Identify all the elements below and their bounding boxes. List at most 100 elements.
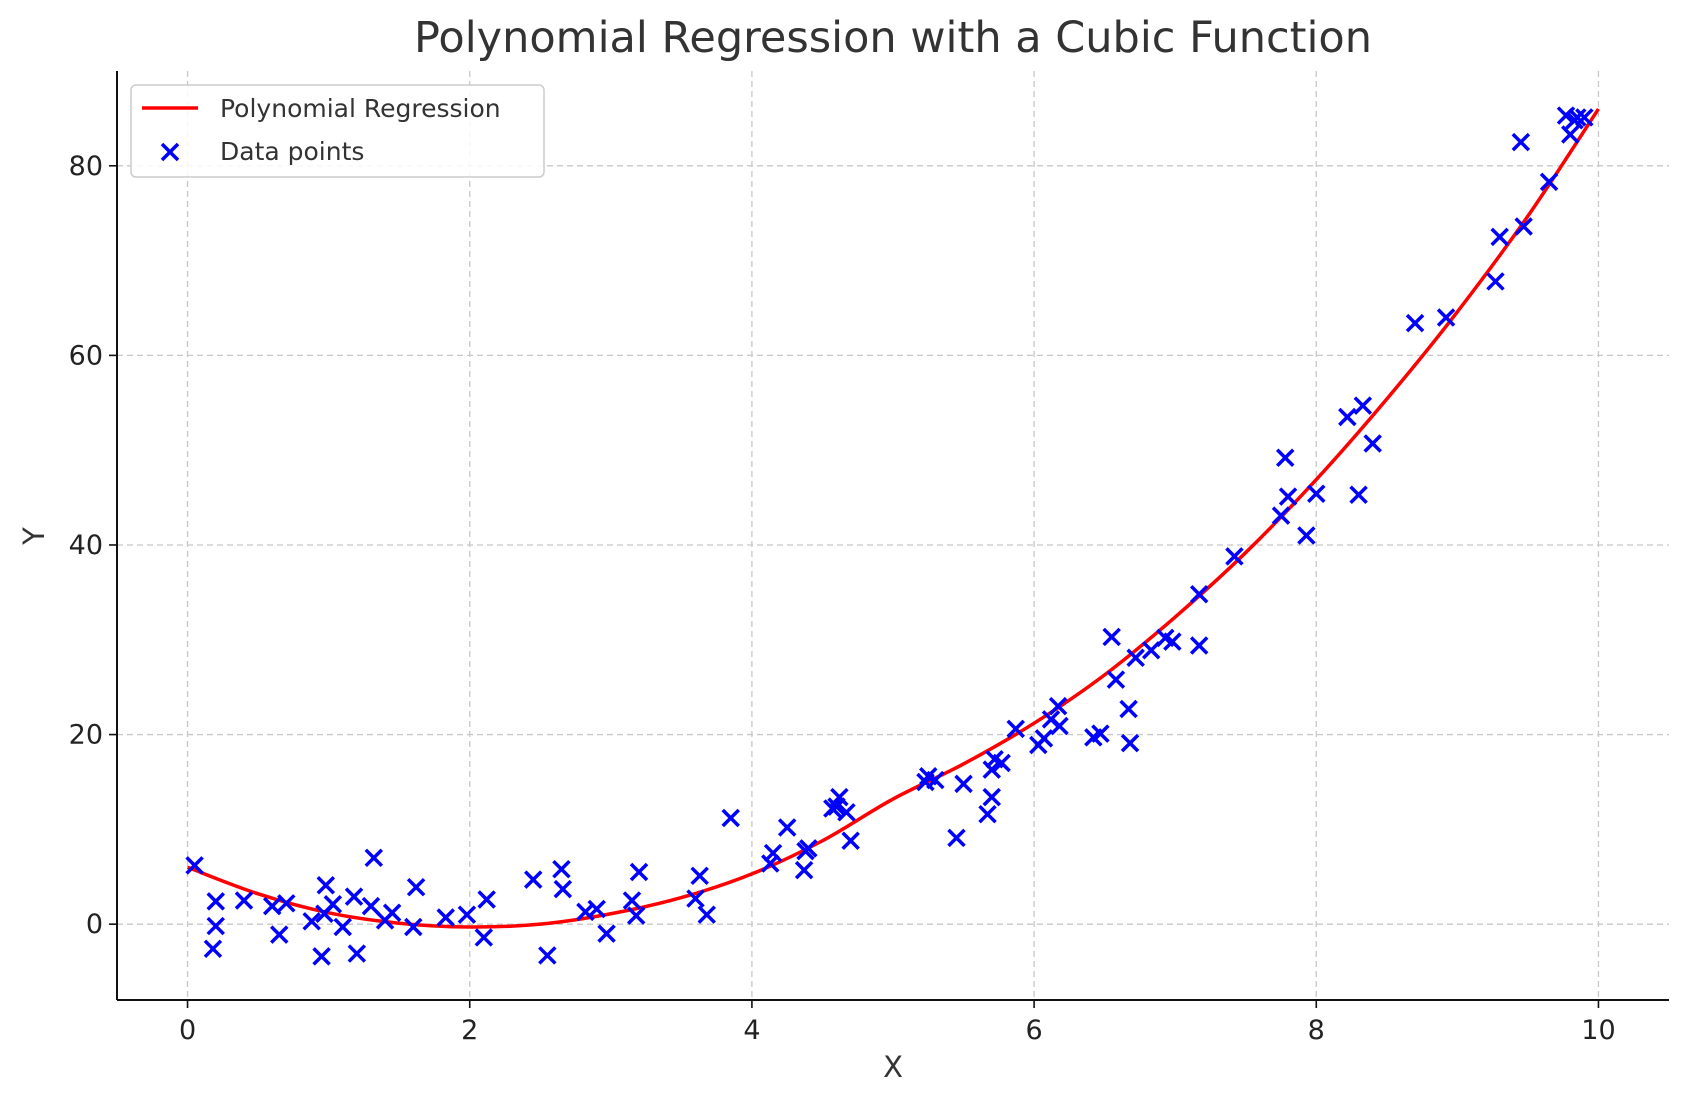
data-point	[406, 877, 426, 897]
data-point	[947, 828, 966, 848]
data-point	[622, 891, 642, 910]
legend: Polynomial Regression Data points	[130, 84, 545, 178]
data-point	[1050, 716, 1069, 736]
data-point	[404, 917, 423, 937]
data-point	[1275, 448, 1295, 468]
data-point	[629, 862, 649, 882]
chart-title: Polynomial Regression with a Cubic Funct…	[414, 13, 1372, 63]
data-point	[1307, 484, 1326, 504]
data-point	[457, 905, 477, 924]
data-point	[1349, 485, 1368, 504]
data-point	[794, 860, 814, 880]
data-point	[203, 939, 223, 959]
data-point	[1102, 627, 1121, 647]
data-point	[361, 896, 381, 916]
data-point	[333, 917, 352, 937]
data-point	[686, 889, 705, 908]
data-point	[697, 905, 716, 924]
data-point	[382, 903, 402, 923]
data-point	[1490, 227, 1509, 247]
data-point	[982, 760, 1002, 779]
data-point	[777, 818, 797, 837]
data-point	[830, 787, 849, 807]
y-axis-label: Y	[17, 527, 51, 546]
data-point	[1338, 407, 1357, 427]
data-point	[954, 774, 973, 794]
data-point	[477, 890, 496, 909]
data-point	[1575, 108, 1594, 127]
grid-lines	[117, 71, 1669, 1000]
data-point	[1091, 724, 1110, 743]
x-axis-ticks: 0 2 4 6 8 10	[179, 1000, 1616, 1046]
data-point	[1511, 132, 1531, 152]
data-point	[1225, 547, 1244, 566]
y-axis-ticks: 0 20 40 60 80	[69, 151, 117, 940]
legend-box	[130, 84, 545, 178]
data-point	[312, 947, 331, 966]
data-point	[587, 899, 606, 919]
data-point	[1126, 648, 1145, 668]
y-tick-label: 0	[86, 909, 103, 940]
data-point	[1405, 313, 1425, 333]
data-point	[1363, 434, 1382, 453]
data-point	[1034, 729, 1054, 748]
data-point	[992, 753, 1011, 773]
data-point	[316, 876, 336, 895]
data-point	[277, 894, 296, 913]
data-point	[1436, 308, 1456, 327]
data-point	[436, 908, 455, 927]
data-point	[841, 831, 860, 850]
data-point	[837, 803, 856, 822]
legend-x-glyph	[160, 142, 180, 162]
data-point	[1189, 636, 1209, 655]
data-point	[206, 892, 226, 911]
plot-area	[185, 106, 1600, 966]
data-point	[206, 916, 226, 936]
y-tick-label: 20	[69, 720, 103, 751]
data-point	[1119, 699, 1138, 719]
data-point	[185, 856, 204, 875]
data-point	[626, 906, 646, 925]
data-point	[1560, 125, 1580, 144]
y-tick-label: 60	[69, 340, 103, 371]
data-point	[1514, 217, 1533, 236]
x-tick-label: 6	[1025, 1015, 1042, 1046]
data-point	[523, 870, 543, 889]
y-tick-label: 80	[69, 151, 103, 182]
data-point	[262, 896, 282, 916]
data-point	[763, 843, 783, 863]
data-point	[926, 770, 945, 790]
data-point	[234, 891, 254, 910]
x-tick-label: 2	[461, 1015, 478, 1046]
x-tick-label: 0	[179, 1015, 196, 1046]
data-point	[364, 848, 384, 868]
data-point	[1486, 272, 1505, 291]
data-point	[538, 946, 557, 965]
data-point	[799, 839, 818, 858]
data-point	[474, 928, 494, 947]
x-tick-label: 10	[1581, 1015, 1615, 1046]
data-point	[1271, 506, 1291, 525]
data-point	[761, 854, 780, 873]
data-point	[1120, 733, 1140, 753]
legend-label-points: Data points	[220, 137, 364, 166]
y-tick-label: 40	[69, 530, 103, 561]
data-point	[270, 925, 289, 944]
data-point	[1278, 487, 1298, 506]
data-point	[1189, 585, 1209, 604]
data-point	[347, 944, 367, 963]
data-point	[1048, 696, 1068, 716]
data-point	[721, 808, 740, 828]
data-point	[1297, 526, 1316, 545]
data-point	[1539, 172, 1559, 192]
data-point	[690, 866, 709, 886]
data-point	[1353, 396, 1373, 415]
legend-label-regression: Polynomial Regression	[220, 94, 501, 123]
legend-x-marker	[160, 142, 180, 162]
data-point	[1568, 108, 1587, 127]
data-point	[344, 887, 364, 906]
data-point	[552, 859, 571, 879]
data-point	[982, 787, 1002, 807]
